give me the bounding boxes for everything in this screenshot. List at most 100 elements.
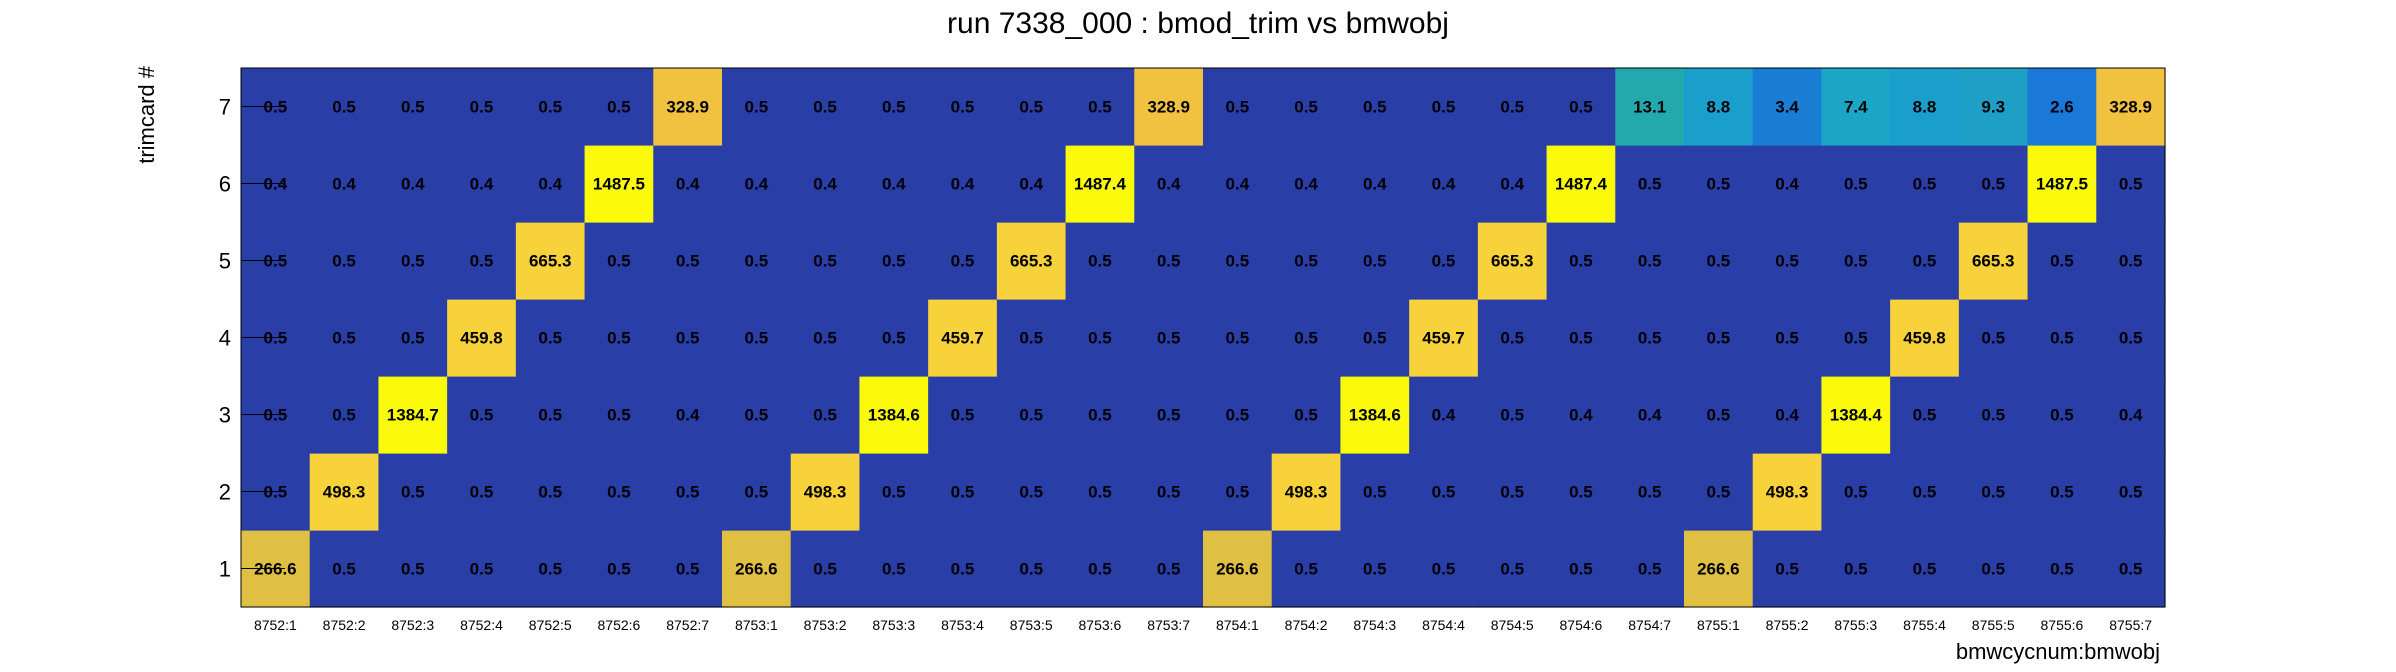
heatmap-cell [722,453,792,531]
cell-value-label: 328.9 [666,98,709,117]
heatmap-cell [790,376,861,454]
heatmap-cell [996,453,1067,531]
heatmap-cell [1958,453,2029,531]
heatmap-cell [1890,530,1960,608]
cell-value-label: 0.5 [1569,329,1593,348]
heatmap-cell [1477,299,1548,377]
cell-value-label: 0.5 [1844,252,1868,271]
heatmap-cell [1958,530,2029,608]
cell-value-label: 0.4 [1157,175,1181,194]
cell-value-label: 0.4 [538,175,562,194]
heatmap-cell [859,453,929,531]
cell-value-label: 0.5 [607,98,631,117]
y-tick-label: 7 [219,95,231,120]
heatmap-cell [1546,145,1616,223]
cell-value-label: 266.6 [1216,560,1259,579]
heatmap-cell [1684,299,1754,377]
cell-value-label: 0.5 [538,483,562,502]
cell-value-label: 0.5 [676,252,700,271]
cell-value-label: 0.4 [951,175,975,194]
cell-value-label: 0.5 [1157,252,1181,271]
cell-value-label: 0.5 [332,252,356,271]
y-tick-label: 5 [219,249,231,274]
heatmap-cell [584,222,654,300]
heatmap-cell [996,530,1067,608]
heatmap-cell [378,145,448,223]
heatmap-cell [515,299,586,377]
heatmap-cell [1546,299,1616,377]
cell-value-label: 0.5 [1913,483,1937,502]
cell-value-label: 0.5 [1638,175,1662,194]
heatmap-cell [309,376,380,454]
heatmap-cell [790,222,861,300]
heatmap-cell [378,376,448,454]
cell-value-label: 0.5 [1294,406,1318,425]
cell-value-label: 0.5 [745,329,769,348]
cell-value-label: 0.5 [1157,483,1181,502]
heatmap-cell [2096,299,2166,377]
cell-value-label: 0.5 [2050,406,2074,425]
heatmap-cell [1203,145,1273,223]
x-tick-label: 8753:5 [1010,617,1053,633]
heatmap-cell [1477,376,1548,454]
heatmap-cell [1203,299,1273,377]
heatmap-cell [447,530,517,608]
cell-value-label: 0.5 [607,252,631,271]
cell-value-label: 0.5 [882,483,906,502]
heatmap-cell [1134,145,1204,223]
cell-value-label: 0.5 [1294,329,1318,348]
heatmap-cell [1271,299,1342,377]
cell-value-label: 0.5 [470,483,494,502]
heatmap-cell [1752,299,1823,377]
heatmap-cell [1271,68,1342,146]
cell-value-label: 0.5 [1707,175,1731,194]
x-tick-label: 8755:6 [2041,617,2084,633]
cell-value-label: 0.5 [538,98,562,117]
cell-value-label: 0.4 [745,175,769,194]
heatmap-cell [1409,453,1479,531]
heatmap-cell [722,299,792,377]
cell-value-label: 498.3 [323,483,366,502]
cell-value-label: 0.5 [1226,329,1250,348]
cell-value-label: 266.6 [735,560,778,579]
cell-value-label: 0.5 [1019,98,1043,117]
x-tick-label: 8754:7 [1628,617,1671,633]
cell-value-label: 0.5 [2119,560,2143,579]
cell-value-label: 0.5 [1432,98,1456,117]
heatmap-cell [928,376,998,454]
heatmap-cell [859,222,929,300]
cell-value-label: 0.5 [813,406,837,425]
heatmap-cell [1065,68,1135,146]
cell-value-label: 0.5 [745,98,769,117]
heatmap-cell [2027,222,2097,300]
heatmap-cell [1134,68,1204,146]
cell-value-label: 0.5 [1844,483,1868,502]
heatmap-cell [1203,222,1273,300]
cell-value-label: 0.5 [1019,406,1043,425]
heatmap-cell [1409,145,1479,223]
cell-value-label: 0.5 [2050,329,2074,348]
cell-value-label: 328.9 [2109,98,2152,117]
heatmap-cell [859,530,929,608]
heatmap-cells [241,68,2166,608]
heatmap-cell [1477,222,1548,300]
heatmap-cell [1615,299,1685,377]
x-tick-label: 8754:6 [1560,617,1603,633]
heatmap-cell [1271,222,1342,300]
heatmap-cell [515,222,586,300]
heatmap-cell [1134,453,1204,531]
heatmap-cell [859,299,929,377]
heatmap-cell [584,145,654,223]
cell-value-label: 0.4 [1019,175,1043,194]
cell-value-label: 0.5 [1844,329,1868,348]
heatmap-cell [928,68,998,146]
x-tick-label: 8755:7 [2109,617,2152,633]
heatmap-cell [1477,453,1548,531]
heatmap-cell [1409,376,1479,454]
heatmap-cell [447,453,517,531]
cell-value-label: 0.5 [951,560,975,579]
heatmap-cell [309,453,380,531]
cell-value-label: 0.5 [2050,252,2074,271]
heatmap-cell [1684,68,1754,146]
heatmap-cell [653,530,723,608]
